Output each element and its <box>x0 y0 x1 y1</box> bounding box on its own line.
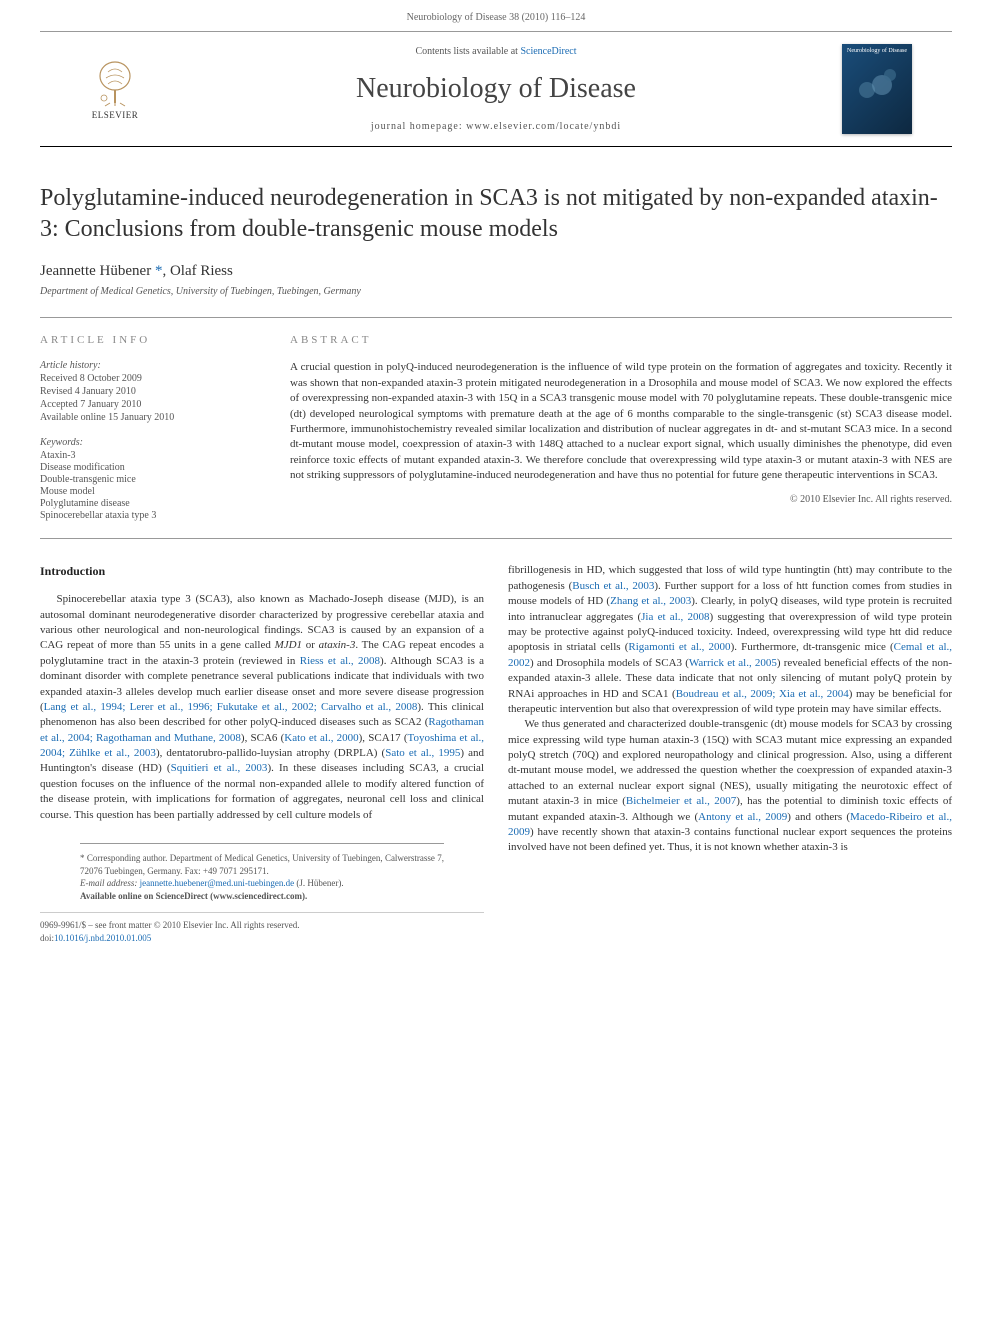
citation-link[interactable]: Boudreau et al., 2009; Xia et al., 2004 <box>676 688 849 700</box>
article-title: Polyglutamine-induced neurodegeneration … <box>40 183 952 245</box>
homepage-line: journal homepage: www.elsevier.com/locat… <box>150 121 842 132</box>
abstract-heading: ABSTRACT <box>290 334 952 346</box>
history-item: Available online 15 January 2010 <box>40 412 266 423</box>
text: ) have recently shown that ataxin-3 cont… <box>508 826 952 853</box>
keywords-label: Keywords: <box>40 437 266 448</box>
keyword: Mouse model <box>40 486 266 497</box>
gene-name: MJD1 <box>275 639 303 651</box>
issn-line: 0969-9961/$ – see front matter © 2010 El… <box>40 919 484 932</box>
citation-link[interactable]: Busch et al., 2003 <box>572 580 654 592</box>
text: ), SCA6 ( <box>241 732 284 744</box>
running-header: Neurobiology of Disease 38 (2010) 116–12… <box>0 0 992 31</box>
citation-link[interactable]: Bichelmeier et al., 2007 <box>626 795 736 807</box>
author-rest: , Olaf Riess <box>162 263 232 279</box>
authors: Jeannette Hübener *, Olaf Riess <box>40 263 952 280</box>
keyword: Double-transgenic mice <box>40 474 266 485</box>
citation-link[interactable]: Warrick et al., 2005 <box>689 657 777 669</box>
journal-banner: ELSEVIER Contents lists available at Sci… <box>40 31 952 147</box>
history-label: Article history: <box>40 360 266 371</box>
abstract-text: A crucial question in polyQ-induced neur… <box>290 360 952 483</box>
contents-line: Contents lists available at ScienceDirec… <box>150 46 842 57</box>
author-name: Jeannette Hübener <box>40 263 155 279</box>
citation-link[interactable]: Riess et al., 2008 <box>300 655 380 667</box>
avail-label: Available online on ScienceDirect (www.s… <box>80 891 307 901</box>
citation-link[interactable]: Antony et al., 2009 <box>698 811 787 823</box>
homepage-url: www.elsevier.com/locate/ynbdi <box>466 121 621 132</box>
email-suffix: (J. Hübener). <box>294 878 343 888</box>
text: ), SCA17 ( <box>359 732 408 744</box>
keyword: Disease modification <box>40 462 266 473</box>
affiliation: Department of Medical Genetics, Universi… <box>40 286 952 297</box>
abstract-copyright: © 2010 Elsevier Inc. All rights reserved… <box>290 494 952 505</box>
journal-cover-thumbnail: Neurobiology of Disease <box>842 44 912 134</box>
corr-label: * Corresponding author. <box>80 853 170 863</box>
info-abstract-row: ARTICLE INFO Article history: Received 8… <box>40 318 952 539</box>
article-info: ARTICLE INFO Article history: Received 8… <box>40 334 290 522</box>
citation-link[interactable]: Zhang et al., 2003 <box>610 595 691 607</box>
homepage-prefix: journal homepage: <box>371 121 466 132</box>
gene-name: ataxin-3 <box>319 639 356 651</box>
banner-center: Contents lists available at ScienceDirec… <box>150 46 842 132</box>
article-info-heading: ARTICLE INFO <box>40 334 266 346</box>
corresponding-author-footer: * Corresponding author. Department of Me… <box>80 843 444 902</box>
abstract: ABSTRACT A crucial question in polyQ-ind… <box>290 334 952 522</box>
text: ) and Drosophila models of SCA3 ( <box>530 657 689 669</box>
history-item: Revised 4 January 2010 <box>40 386 266 397</box>
citation-link[interactable]: Squitieri et al., 2003 <box>171 762 268 774</box>
text: ) and others ( <box>787 811 850 823</box>
history-item: Accepted 7 January 2010 <box>40 399 266 410</box>
elsevier-tree-icon <box>90 58 140 108</box>
text: We thus generated and characterized doub… <box>508 718 952 807</box>
body-columns: Introduction Spinocerebellar ataxia type… <box>40 563 952 944</box>
journal-name: Neurobiology of Disease <box>150 73 842 105</box>
text: ). Furthermore, dt-transgenic mice ( <box>731 641 894 653</box>
cover-title: Neurobiology of Disease <box>847 48 907 55</box>
doi-label: doi: <box>40 933 54 943</box>
column-left: Introduction Spinocerebellar ataxia type… <box>40 563 484 944</box>
cover-art-icon <box>852 55 902 105</box>
footer-divider <box>40 912 484 913</box>
keyword: Polyglutamine disease <box>40 498 266 509</box>
text: ), dentatorubro-pallido-luysian atrophy … <box>156 747 385 759</box>
sciencedirect-link[interactable]: ScienceDirect <box>520 46 576 57</box>
citation-link[interactable]: Jia et al., 2008 <box>641 611 709 623</box>
introduction-heading: Introduction <box>40 563 484 580</box>
column-right: fibrillogenesis in HD, which suggested t… <box>508 563 952 944</box>
copyright-footer: 0969-9961/$ – see front matter © 2010 El… <box>40 919 484 944</box>
email-label: E-mail address: <box>80 878 140 888</box>
keyword: Ataxin-3 <box>40 450 266 461</box>
doi-link[interactable]: 10.1016/j.nbd.2010.01.005 <box>54 933 151 943</box>
elsevier-logo: ELSEVIER <box>80 49 150 129</box>
text: or <box>302 639 319 651</box>
paragraph: fibrillogenesis in HD, which suggested t… <box>508 563 952 717</box>
citation-link[interactable]: Sato et al., 1995 <box>385 747 460 759</box>
citation-link[interactable]: Lang et al., 1994; Lerer et al., 1996; F… <box>44 701 418 713</box>
paragraph: Spinocerebellar ataxia type 3 (SCA3), al… <box>40 592 484 823</box>
email-link[interactable]: jeannette.huebener@med.uni-tuebingen.de <box>140 878 294 888</box>
citation-link[interactable]: Kato et al., 2000 <box>284 732 358 744</box>
elsevier-text: ELSEVIER <box>92 110 139 120</box>
keyword: Spinocerebellar ataxia type 3 <box>40 510 266 521</box>
citation-link[interactable]: Rigamonti et al., 2000 <box>628 641 730 653</box>
paragraph: We thus generated and characterized doub… <box>508 717 952 856</box>
contents-prefix: Contents lists available at <box>415 46 520 57</box>
history-item: Received 8 October 2009 <box>40 373 266 384</box>
